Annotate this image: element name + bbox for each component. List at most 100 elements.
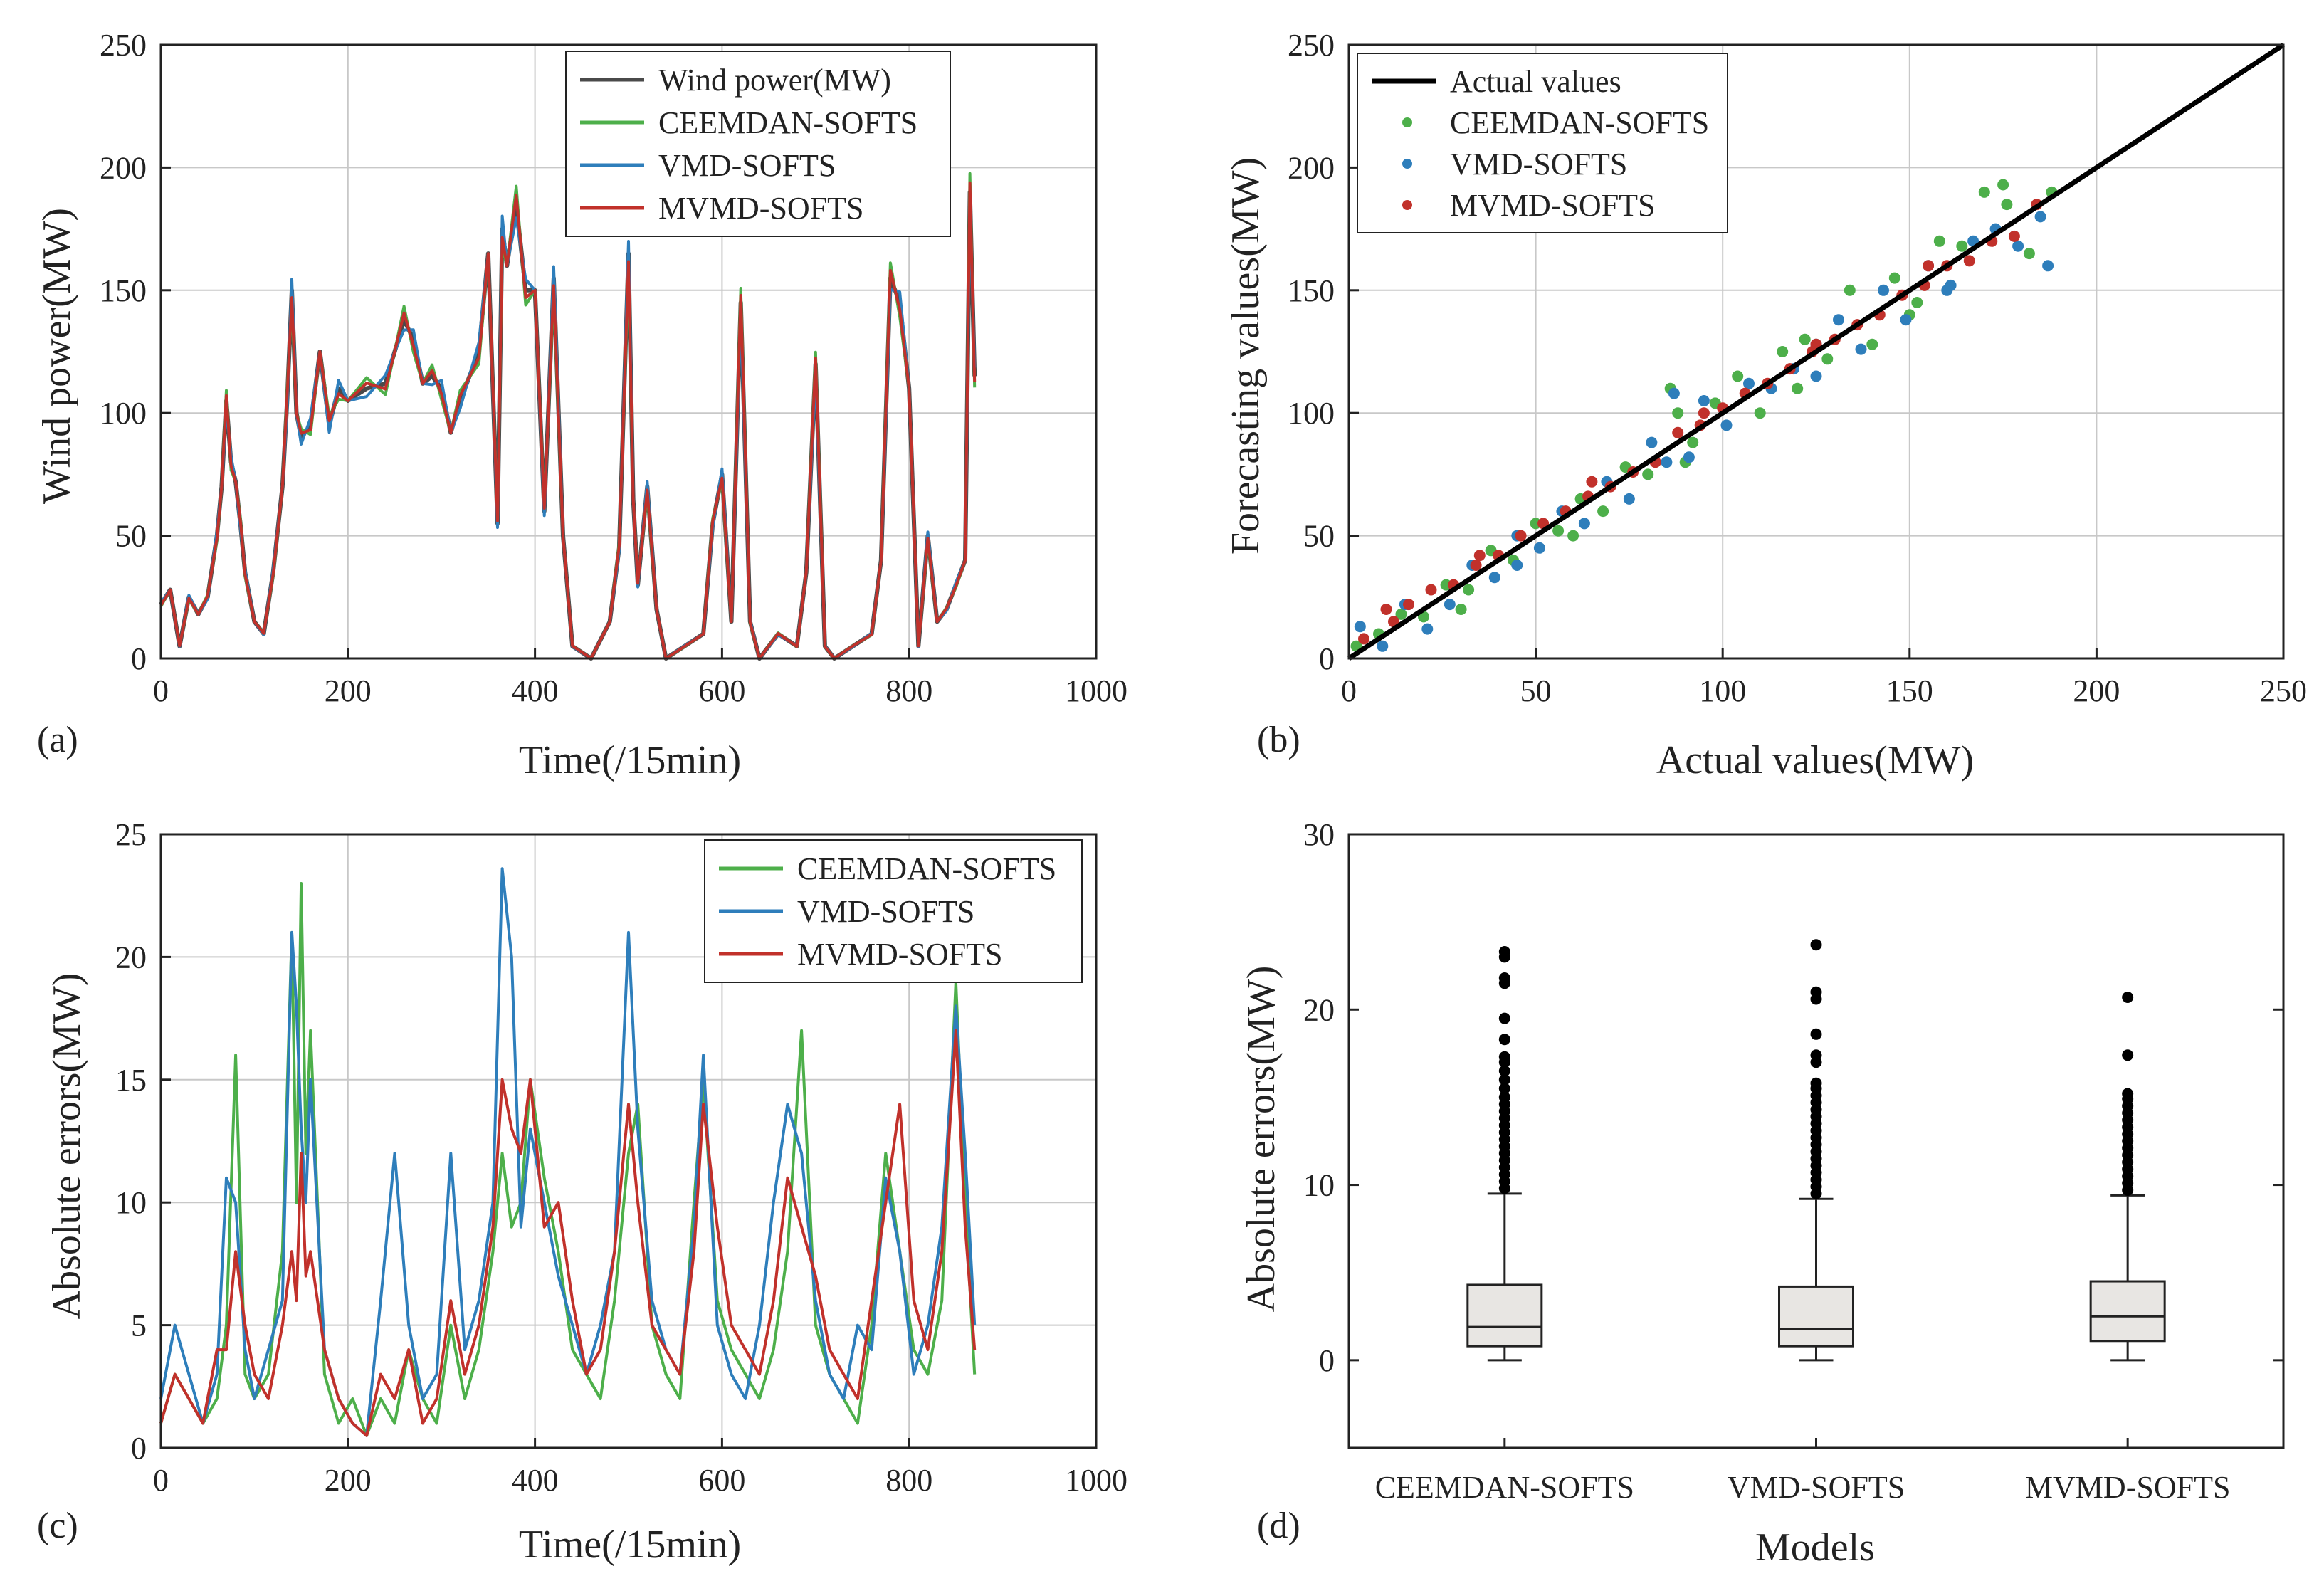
x-tick-label: 200 [325,673,372,708]
scatter-point-vmd [1488,572,1500,584]
box-outlier [1498,1012,1510,1024]
panel-c-xlabel: Time(/15min) [519,1523,741,1567]
y-tick-label: 0 [1319,1343,1335,1378]
scatter-point-ceemdan [1777,346,1789,357]
scatter-point-mvmd [1380,604,1392,615]
box-outlier [1810,1049,1822,1061]
box-outlier [1810,939,1822,951]
scatter-point-ceemdan [1395,608,1407,620]
legend-entry: MVMD-SOFTS [797,937,1003,972]
scatter-point-vmd [1444,599,1456,611]
scatter-point-mvmd [1473,550,1486,562]
x-tick-label: 600 [698,1463,745,1498]
scatter-point-mvmd [1358,633,1369,645]
y-tick-label: 250 [100,28,147,63]
scatter-point-vmd [1833,314,1844,326]
y-tick-label: 30 [1303,817,1335,852]
legend-entry: VMD-SOFTS [1450,147,1627,182]
panel-b-legend: Actual values CEEMDAN-SOFTS VMD-SOFTS MVMD-… [1357,53,1728,233]
scatter-point-vmd [1623,493,1635,505]
panel-a-legend: Wind power(MW) CEEMDAN-SOFTS VMD-SOFTS MVMD… [565,51,951,237]
scatter-point-ceemdan [1933,235,1945,247]
scatter-point-ceemdan [1567,530,1579,542]
scatter-point-vmd [1683,451,1695,463]
box-outlier [1498,1073,1510,1086]
y-tick-label: 25 [115,817,147,852]
scatter-point-mvmd [1403,599,1414,611]
scatter-point-vmd [2012,240,2024,252]
y-tick-label: 0 [131,1431,147,1466]
legend-entry: CEEMDAN-SOFTS [1450,105,1709,140]
scatter-point-ceemdan [1821,353,1834,365]
x-tick-label: 0 [153,1463,169,1498]
box-body [1466,1283,1543,1348]
x-tick-label: 800 [885,673,932,708]
y-tick-label: 10 [1303,1168,1335,1203]
x-tick-label: 200 [325,1463,372,1498]
panel-a: 0 200 400 600 800 1000 0 50 100 150 200 250 Time(/1… [35,28,1127,782]
x-tick-label: 600 [698,673,745,708]
legend-entry: CEEMDAN-SOFTS [797,851,1056,886]
y-tick-label: 100 [100,396,147,431]
scatter-point-ceemdan [1792,382,1804,394]
legend-entry: MVMD-SOFTS [658,191,864,226]
legend-entry: CEEMDAN-SOFTS [658,105,917,140]
scatter-point-vmd [1354,621,1366,633]
panel-b-ylabel: Forecasting values(MW) [1224,157,1268,555]
scatter-point-vmd [1533,542,1545,554]
x-tick-label: 250 [2260,673,2307,708]
x-tick-label: 800 [885,1463,932,1498]
scatter-point-mvmd [1963,255,1975,267]
legend-marker-mvmd [1402,200,1412,210]
scatter-point-vmd [2034,211,2046,223]
scatter-point-ceemdan [1754,407,1766,419]
series-line-mvmd [159,1029,977,1437]
x-tick-label: 0 [1341,673,1357,708]
scatter-point-ceemdan [1672,407,1684,419]
panel-c-ylabel: Absolute errors(MW) [45,973,89,1320]
y-tick-label: 250 [1288,28,1335,63]
scatter-point-vmd [1900,314,1912,326]
box-outlier [1498,1065,1510,1077]
panel-b-data [1347,43,2285,661]
scatter-point-ceemdan [1799,333,1811,345]
scatter-point-ceemdan [1844,284,1856,296]
panel-b-xlabel: Actual values(MW) [1656,738,1974,782]
scatter-point-vmd [2042,260,2054,272]
panel-a-ticks: 0 200 400 600 800 1000 0 50 100 150 200 250 [100,28,1127,708]
panel-d-xlabel: Models [1755,1525,1875,1570]
scatter-point-ceemdan [1455,604,1467,615]
scatter-point-ceemdan [1978,186,1990,198]
legend-marker-vmd [1402,159,1412,169]
scatter-point-vmd [1941,284,1953,296]
reference-line [1347,43,2285,661]
scatter-point-ceemdan [1552,525,1565,537]
panel-c-label: (c) [37,1506,78,1546]
scatter-point-mvmd [1425,584,1437,596]
category-label: VMD-SOFTS [1728,1470,1905,1505]
y-tick-label: 0 [1319,641,1335,676]
panel-d-label: (d) [1257,1506,1300,1546]
scatter-point-vmd [1661,456,1673,468]
panel-a-ylabel: Wind power(MW) [35,208,79,504]
panel-b: 0 50 100 150 200 250 0 50 100 150 200 250 Actual va… [1224,28,2307,782]
panel-b-ticks: 0 50 100 150 200 250 0 50 100 150 200 250 [1288,28,2307,708]
scatter-point-ceemdan [1687,436,1699,448]
scatter-point-ceemdan [1642,468,1654,480]
y-tick-label: 10 [115,1185,147,1220]
panel-a-axes-frame [159,43,1098,660]
box-outlier [1498,1083,1510,1095]
scatter-point-vmd [1743,377,1755,389]
scatter-point-mvmd [1923,260,1935,272]
box-outlier [2122,1049,2134,1061]
scatter-point-ceemdan [2001,199,2013,211]
x-tick-label: 400 [512,673,559,708]
category-label: MVMD-SOFTS [2025,1470,2231,1505]
scatter-point-mvmd [2008,230,2020,242]
box-body [2089,1280,2166,1343]
scatter-point-ceemdan [1956,240,1968,252]
legend-entry: VMD-SOFTS [797,894,974,929]
scatter-point-vmd [1646,436,1658,448]
